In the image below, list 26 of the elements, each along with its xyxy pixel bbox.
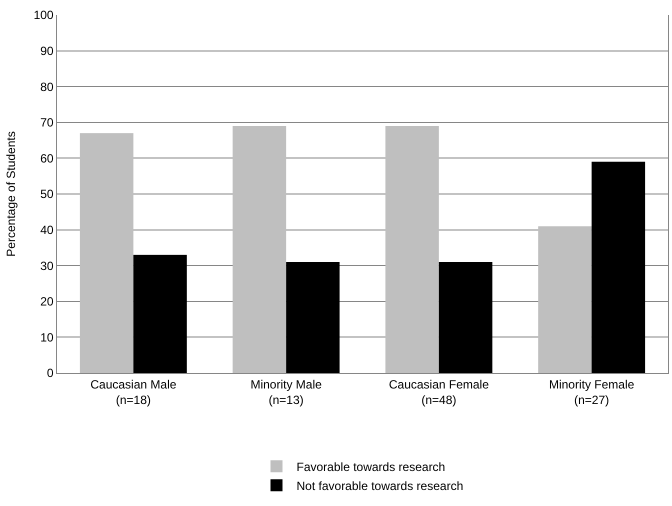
x-tick-label: Caucasian Male (n=18) [90,377,177,407]
x-tick-label: Minority Female (n=27) [548,377,635,407]
y-tick-label: 0 [46,366,54,380]
bar [385,126,439,373]
y-tick-label: 100 [34,8,54,22]
bar [80,133,134,373]
legend-label: Not favorable towards research [296,478,464,493]
bar [538,226,592,373]
y-tick-label: 10 [40,330,54,344]
bar [133,254,187,373]
x-tick-label: Caucasian Female (n=48) [388,377,490,407]
y-tick-label: 60 [40,151,54,166]
bar [438,262,492,373]
y-tick-label: 70 [40,116,54,130]
bar [286,262,340,373]
legend-label: Favorable towards research [296,460,446,474]
y-tick-label: 40 [40,223,54,237]
y-tick-label: 20 [40,294,54,309]
bar [232,126,286,373]
y-axis-title: Percentage of Students [4,131,18,257]
y-tick-label: 50 [40,187,54,202]
y-tick-label: 80 [40,80,54,94]
x-tick-label: Minority Male (n=13) [250,377,322,407]
y-tick-label: 30 [40,258,54,273]
bar [592,162,646,373]
y-tick-label: 90 [40,44,54,58]
